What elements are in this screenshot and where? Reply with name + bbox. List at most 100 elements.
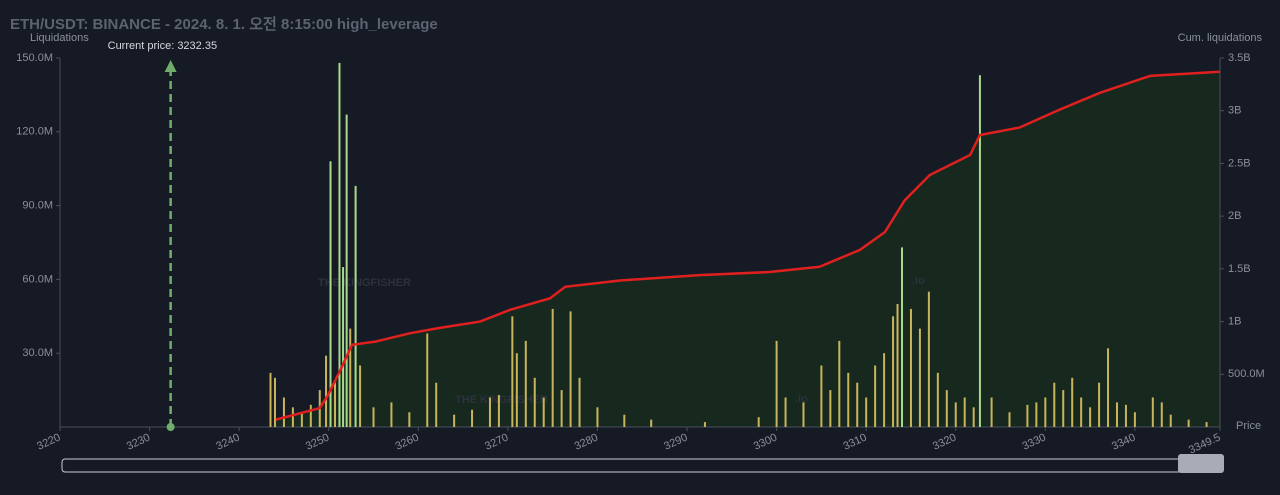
bar bbox=[1053, 382, 1056, 427]
bar bbox=[282, 397, 285, 427]
bar bbox=[1080, 397, 1083, 427]
y-tick-label: 60.0M bbox=[22, 273, 53, 285]
bar bbox=[596, 407, 599, 427]
bar bbox=[1160, 402, 1163, 427]
bar bbox=[784, 397, 787, 427]
bar bbox=[829, 390, 832, 427]
bar bbox=[1044, 397, 1047, 427]
bar bbox=[511, 316, 514, 427]
bar bbox=[533, 377, 536, 427]
bar bbox=[1115, 402, 1118, 427]
x-tick-label: 3300 bbox=[752, 431, 779, 452]
bar bbox=[990, 397, 993, 427]
y2-tick-label: 1.5B bbox=[1228, 263, 1251, 275]
bar bbox=[578, 377, 581, 427]
bar bbox=[542, 397, 545, 427]
bar bbox=[820, 365, 823, 427]
x-tick-label: 3349.5 bbox=[1187, 431, 1223, 456]
bar bbox=[650, 419, 653, 427]
bar bbox=[515, 353, 518, 427]
x-tick-label: 3270 bbox=[483, 431, 510, 452]
bar bbox=[1151, 397, 1154, 427]
bar bbox=[963, 397, 966, 427]
bar bbox=[1008, 412, 1011, 427]
current-price-label: Current price: 3232.35 bbox=[108, 40, 217, 52]
bar bbox=[1026, 404, 1029, 427]
bar bbox=[1107, 348, 1110, 427]
y-tick-label: 90.0M bbox=[22, 200, 53, 212]
bar bbox=[560, 390, 563, 427]
scroll-track bbox=[61, 458, 1223, 473]
bar bbox=[359, 365, 362, 427]
bar bbox=[757, 417, 760, 427]
bar bbox=[1035, 402, 1038, 427]
bar bbox=[1124, 404, 1127, 427]
bar bbox=[838, 340, 841, 427]
scrollbar[interactable] bbox=[61, 454, 1224, 473]
bar bbox=[936, 372, 939, 427]
bar bbox=[333, 382, 336, 427]
y2-axis-label: Cum. liquidations bbox=[1178, 32, 1263, 44]
bar bbox=[1133, 412, 1136, 427]
bar bbox=[372, 407, 375, 427]
bar bbox=[300, 412, 303, 427]
x-tick-label: 3260 bbox=[394, 431, 421, 452]
bar bbox=[1098, 382, 1101, 427]
x-tick-label: 3250 bbox=[304, 431, 331, 452]
y2-tick-label: 1B bbox=[1228, 315, 1241, 327]
bar bbox=[1169, 414, 1172, 427]
bar bbox=[703, 422, 706, 427]
bar bbox=[524, 340, 527, 427]
watermark: .io bbox=[912, 275, 925, 287]
bar bbox=[856, 382, 859, 427]
x-tick-label: 3280 bbox=[573, 431, 600, 452]
bar bbox=[896, 304, 899, 427]
bar bbox=[488, 397, 491, 427]
y2-tick-label: 3.5B bbox=[1228, 52, 1251, 64]
bar bbox=[901, 247, 904, 427]
bar bbox=[309, 404, 312, 427]
cumulative-area bbox=[275, 71, 1220, 427]
cumulative-line bbox=[275, 70, 1221, 421]
x-tick-label: 3290 bbox=[662, 431, 689, 452]
x-tick-label: 3330 bbox=[1021, 431, 1048, 452]
chart-title: ETH/USDT: BINANCE - 2024. 8. 1. 오전 8:15:… bbox=[10, 16, 438, 33]
x-tick-label: 3320 bbox=[931, 431, 958, 452]
bar bbox=[775, 340, 778, 427]
bar bbox=[802, 402, 805, 427]
bar bbox=[972, 407, 975, 427]
bar bbox=[865, 397, 868, 427]
bar bbox=[945, 390, 948, 427]
current-price-arrow bbox=[164, 60, 177, 72]
bar bbox=[329, 161, 332, 427]
bar bbox=[269, 372, 272, 427]
x-tick-label: 3310 bbox=[841, 431, 868, 452]
bar bbox=[892, 316, 895, 427]
bar bbox=[909, 308, 912, 427]
bar bbox=[569, 311, 572, 427]
x-tick-label: 3220 bbox=[35, 431, 62, 452]
bar bbox=[1205, 422, 1208, 427]
bar bbox=[408, 412, 411, 427]
bar bbox=[927, 291, 930, 427]
watermark: THE KINGFISHER bbox=[455, 394, 548, 406]
bar bbox=[354, 185, 357, 427]
bar bbox=[883, 353, 886, 427]
bar bbox=[1062, 390, 1065, 427]
bar bbox=[349, 328, 352, 427]
bar bbox=[551, 308, 554, 427]
scroll-handle[interactable] bbox=[1178, 454, 1224, 473]
bar bbox=[291, 407, 294, 427]
bar bbox=[471, 409, 474, 427]
y2-tick-label: 3B bbox=[1228, 105, 1241, 117]
y2-tick-label: 2B bbox=[1228, 210, 1241, 222]
y-tick-label: 30.0M bbox=[22, 347, 53, 359]
bar bbox=[1071, 377, 1074, 427]
x-tick-label: 3230 bbox=[125, 431, 152, 452]
bar bbox=[273, 377, 276, 427]
bar bbox=[978, 75, 981, 427]
bar bbox=[1089, 407, 1092, 427]
bar bbox=[623, 414, 626, 427]
current-price-dot bbox=[166, 423, 175, 431]
